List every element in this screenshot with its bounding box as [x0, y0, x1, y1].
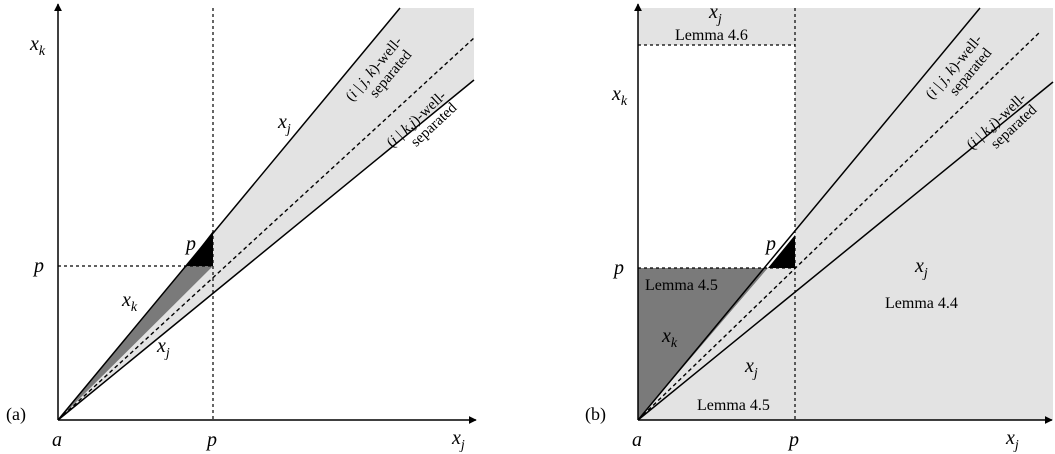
- panel-b-right-region: [638, 8, 1053, 420]
- panel-b-y-axis-label: xk: [611, 83, 628, 109]
- svg-text:(i | j, k)-well-: (i | j, k)-well-: [343, 34, 406, 105]
- panel-a-p-point-label: p: [184, 233, 196, 255]
- panel-a-dark-region: [58, 266, 213, 420]
- panel-b-tag: (b): [585, 404, 606, 425]
- panel-b-top-strip: [638, 8, 795, 45]
- panel-a-origin-label: a: [52, 429, 62, 451]
- panel-b-point-triangle: [768, 235, 795, 268]
- panel-a-tag: (a): [6, 404, 26, 425]
- panel-a-region-label-xj-top: xj: [277, 111, 291, 137]
- panel-b-lemma-4-5-lower: Lemma 4.5: [697, 397, 770, 414]
- panel-a-lower-line: [57, 79, 475, 421]
- panel-b: xk xj a p p p (b) xj Lemma 4.6 xj Lemma …: [585, 1, 1054, 453]
- panel-a-p-y-label: p: [32, 255, 44, 277]
- panel-b-right-region-var: xj: [914, 255, 928, 281]
- panel-b-upper-line: [637, 7, 981, 421]
- panel-b-diagonal: [637, 31, 1041, 421]
- panel-b-p-x-label: p: [787, 429, 799, 451]
- panel-a-p-x-label: p: [205, 429, 217, 451]
- panel-a: xk xj a p p p (a) xj xk xj (i | j, k)-we…: [6, 3, 477, 453]
- panel-a-light-wedge: [58, 8, 474, 420]
- panel-b-p-point-label: p: [764, 233, 776, 255]
- panel-a-x-axis-label: xj: [451, 427, 465, 453]
- panel-a-region-label-xk: xk: [121, 289, 138, 315]
- panel-b-lower-wedge-var: xj: [744, 355, 758, 381]
- panel-b-top-region-var: xj: [708, 1, 722, 27]
- panel-a-region-label-xj-bottom: xj: [156, 335, 170, 361]
- panel-b-lemma-4-5-upper: Lemma 4.5: [645, 277, 718, 294]
- panel-b-p-y-label: p: [612, 257, 624, 279]
- panel-a-lower-line-label: (i | k,j)-well- separated: [384, 88, 461, 151]
- panel-b-lemma-4-4: Lemma 4.4: [885, 295, 958, 312]
- panel-a-upper-line: [57, 7, 401, 421]
- panel-b-lemma-4-6: Lemma 4.6: [675, 27, 748, 44]
- panel-a-diagonal: [57, 37, 475, 421]
- panel-b-dark-region-var: xk: [661, 325, 678, 351]
- panel-b-origin-label: a: [632, 429, 642, 451]
- panel-a-y-axis-label: xk: [29, 33, 46, 59]
- panel-b-x-axis-label: xj: [1005, 427, 1019, 453]
- panel-b-lower-line: [637, 81, 1054, 421]
